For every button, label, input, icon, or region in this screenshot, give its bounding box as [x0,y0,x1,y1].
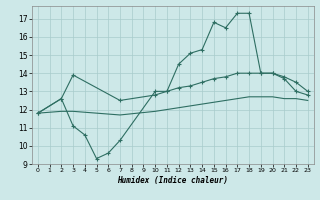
X-axis label: Humidex (Indice chaleur): Humidex (Indice chaleur) [117,176,228,185]
